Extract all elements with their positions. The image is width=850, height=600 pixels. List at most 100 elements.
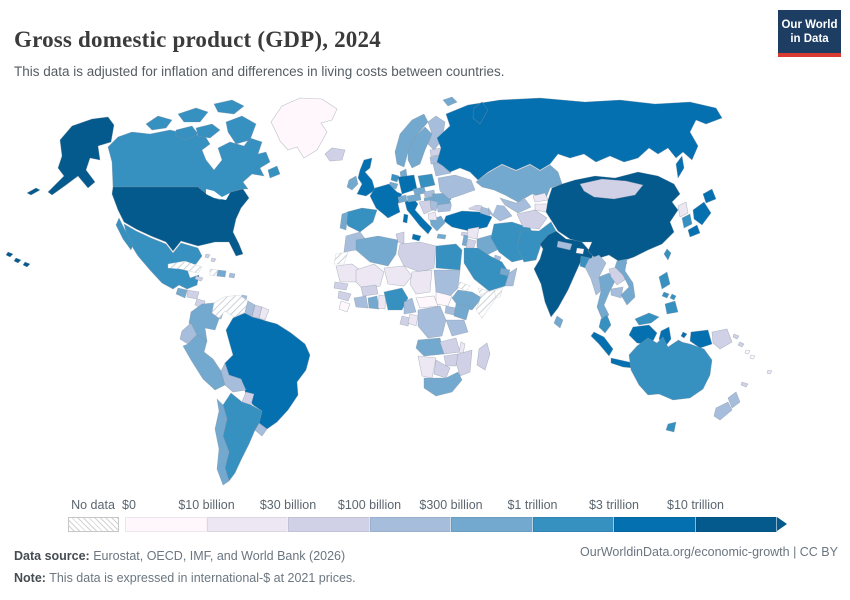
country-indonesia[interactable]: [590, 331, 614, 357]
country-philippines[interactable]: [658, 271, 671, 290]
country-russia[interactable]: [436, 97, 723, 181]
country-egypt[interactable]: [435, 243, 463, 271]
country-papua_new_guinea[interactable]: [737, 341, 745, 348]
country-sweden[interactable]: [407, 126, 433, 169]
country-russia[interactable]: [472, 101, 489, 125]
country-russia[interactable]: [675, 155, 685, 179]
legend-bin-8[interactable]: [695, 517, 777, 532]
country-canada[interactable]: [107, 129, 271, 201]
country-gabon[interactable]: [399, 315, 411, 327]
country-canada[interactable]: [177, 107, 209, 123]
country-israel[interactable]: [461, 234, 469, 247]
country-togo_benin[interactable]: [377, 294, 387, 310]
country-indonesia[interactable]: [680, 331, 688, 339]
country-nepal[interactable]: [556, 240, 573, 251]
country-syria[interactable]: [466, 226, 480, 240]
legend-bin-5[interactable]: [451, 517, 533, 532]
country-vietnam[interactable]: [614, 258, 636, 306]
owid-logo[interactable]: Our World in Data: [778, 10, 841, 57]
legend-bin-4[interactable]: [369, 517, 451, 532]
country-guinea[interactable]: [337, 290, 352, 302]
country-mali[interactable]: [355, 263, 385, 291]
country-spain[interactable]: [343, 207, 378, 233]
country-angola[interactable]: [415, 337, 445, 357]
country-algeria[interactable]: [355, 235, 399, 267]
country-cuba[interactable]: [167, 260, 203, 274]
country-iceland[interactable]: [324, 147, 346, 162]
country-greenland[interactable]: [270, 97, 338, 159]
country-kenya[interactable]: [453, 303, 471, 321]
country-zimbabwe[interactable]: [443, 353, 459, 367]
country-new_caledonia[interactable]: [740, 381, 749, 388]
country-tanzania[interactable]: [445, 319, 469, 337]
country-somalia[interactable]: [475, 289, 497, 319]
country-bahamas[interactable]: [204, 253, 211, 259]
country-switzerland[interactable]: [397, 194, 408, 204]
country-malaysia[interactable]: [598, 314, 612, 334]
country-namibia[interactable]: [417, 355, 437, 379]
country-france[interactable]: [369, 183, 403, 219]
country-canada[interactable]: [267, 165, 281, 179]
country-australia[interactable]: [665, 421, 677, 433]
country-mexico[interactable]: [123, 223, 203, 290]
country-poland[interactable]: [417, 173, 436, 189]
country-uae[interactable]: [499, 267, 511, 277]
country-south_sudan[interactable]: [435, 291, 453, 307]
country-italy[interactable]: [411, 233, 422, 242]
country-dr_congo[interactable]: [417, 305, 447, 339]
country-austria[interactable]: [406, 193, 422, 203]
country-honduras[interactable]: [186, 289, 200, 300]
country-netherlands[interactable]: [390, 173, 400, 183]
country-libya[interactable]: [397, 241, 437, 273]
country-bolivia[interactable]: [220, 362, 247, 393]
country-mongolia[interactable]: [579, 178, 644, 200]
country-madagascar[interactable]: [476, 342, 491, 371]
country-north_korea[interactable]: [677, 201, 689, 218]
legend-no-data-swatch[interactable]: [68, 517, 119, 532]
country-philippines[interactable]: [669, 293, 677, 301]
country-bulgaria[interactable]: [436, 202, 453, 213]
country-sierra_leone_liberia[interactable]: [338, 300, 351, 313]
country-peru[interactable]: [182, 334, 226, 391]
country-ireland[interactable]: [346, 175, 359, 191]
country-papua_new_guinea[interactable]: [711, 328, 733, 350]
country-guatemala[interactable]: [175, 287, 188, 299]
country-japan[interactable]: [692, 201, 712, 226]
country-niger[interactable]: [383, 265, 413, 287]
country-greece[interactable]: [436, 233, 447, 240]
country-chad[interactable]: [409, 269, 433, 295]
country-zambia[interactable]: [439, 337, 461, 355]
country-portugal[interactable]: [339, 211, 349, 231]
country-ukraine[interactable]: [437, 174, 476, 200]
country-oman[interactable]: [504, 267, 518, 287]
country-bhutan[interactable]: [575, 247, 585, 255]
country-eritrea[interactable]: [457, 281, 471, 292]
country-dominican_republic[interactable]: [216, 269, 227, 278]
country-philippines[interactable]: [661, 291, 670, 299]
country-sudan[interactable]: [433, 269, 461, 299]
country-jamaica[interactable]: [194, 275, 204, 282]
country-malaysia[interactable]: [634, 312, 660, 326]
country-norway[interactable]: [442, 96, 458, 107]
country-usa[interactable]: [22, 261, 31, 268]
country-thailand[interactable]: [596, 272, 616, 320]
country-mexico[interactable]: [115, 217, 134, 251]
country-new_zealand[interactable]: [713, 401, 733, 421]
country-new_zealand[interactable]: [727, 391, 741, 409]
country-haiti[interactable]: [209, 268, 218, 277]
country-sri_lanka[interactable]: [553, 315, 564, 329]
country-south_africa[interactable]: [423, 371, 463, 397]
country-canada[interactable]: [225, 115, 257, 145]
country-ivory_coast[interactable]: [353, 295, 369, 309]
country-turkey[interactable]: [443, 210, 493, 232]
country-australia[interactable]: [628, 336, 713, 401]
country-south_korea[interactable]: [681, 213, 693, 229]
country-cambodia[interactable]: [610, 286, 624, 299]
country-japan[interactable]: [687, 224, 701, 238]
country-central_african_republic[interactable]: [415, 295, 439, 309]
country-chile[interactable]: [214, 398, 230, 486]
country-western_sahara[interactable]: [333, 251, 349, 265]
country-burkina_faso[interactable]: [360, 284, 379, 297]
country-bahamas[interactable]: [210, 257, 217, 263]
legend-bin-6[interactable]: [532, 517, 614, 532]
